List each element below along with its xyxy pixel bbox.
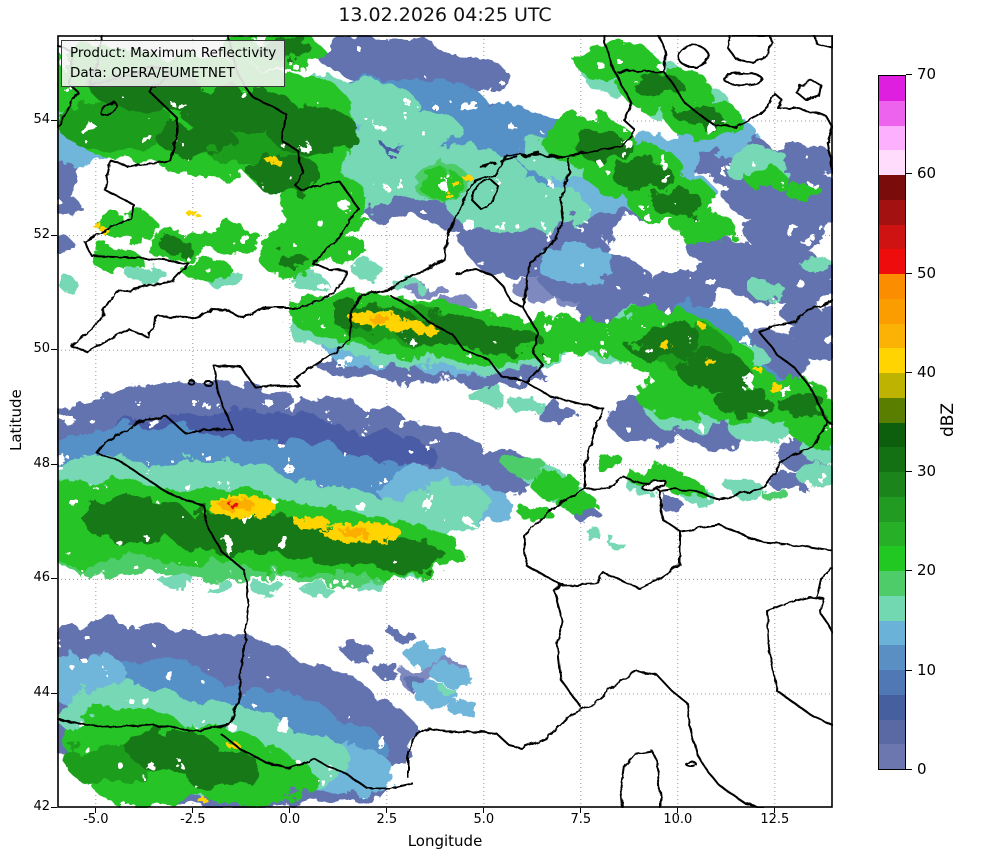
x-axis-tick-label: 12.5: [760, 812, 790, 827]
x-axis-tick-label: -5.0: [83, 812, 109, 827]
colorbar-tick-mark: [906, 769, 912, 771]
colorbar-tick-label: 40: [917, 363, 937, 381]
x-tick-mark: [774, 808, 776, 813]
y-axis-tick-label: 46: [33, 570, 50, 585]
y-tick-mark: [51, 235, 57, 237]
border-denmark-germany: [616, 70, 665, 73]
island-fyn: [677, 44, 709, 68]
product-info-box: Product: Maximum Reflectivity Data: OPER…: [61, 40, 286, 87]
y-axis-tick-label: 42: [33, 799, 50, 814]
channel-island: [187, 379, 195, 385]
x-tick-mark: [580, 808, 582, 813]
data-source-line: Data: OPERA/EUMETNET: [70, 65, 235, 81]
channel-island2: [204, 381, 214, 387]
colorbar-tick-label: 10: [917, 661, 937, 679]
colorbar-tick-mark: [906, 372, 912, 374]
plot-title: 13.02.2026 04:25 UTC: [338, 4, 552, 26]
radar-echoes: [57, 35, 833, 808]
colorbar-label: dBZ: [938, 402, 958, 438]
coast-skane: [813, 35, 833, 49]
coast-denmark-baltic: [657, 35, 833, 128]
x-axis-tick-label: 5.0: [473, 812, 495, 827]
colorbar-gradient: [878, 75, 906, 770]
y-tick-mark: [51, 578, 57, 580]
colorbar-tick-mark: [906, 670, 912, 672]
coast-continent-north: [57, 35, 636, 732]
y-axis-tick-label: 50: [33, 341, 50, 356]
y-axis-tick-label: 48: [33, 456, 50, 471]
border-oder: [826, 126, 833, 174]
x-tick-mark: [95, 808, 97, 813]
radar-map-svg: [57, 35, 833, 808]
x-tick-mark: [192, 808, 194, 813]
y-tick-mark: [51, 464, 57, 466]
island-ruegen: [796, 79, 822, 101]
x-axis-tick-label: 0.0: [279, 812, 301, 827]
x-tick-mark: [289, 808, 291, 813]
border-austria-italy: [679, 524, 833, 552]
y-axis-tick-label: 54: [33, 112, 50, 127]
y-tick-mark: [51, 120, 57, 122]
x-axis-tick-label: 7.5: [570, 812, 592, 827]
y-axis-tick-label: 44: [33, 685, 50, 700]
coast-great-britain: [70, 35, 359, 353]
y-tick-mark: [51, 807, 57, 809]
border-belgium-germany: [522, 306, 544, 383]
y-axis-tick-label: 52: [33, 227, 50, 242]
echo-layer-red: [229, 502, 239, 508]
product-line: Product: Maximum Reflectivity: [70, 45, 277, 61]
colorbar-tick-label: 60: [917, 164, 937, 182]
y-tick-mark: [51, 349, 57, 351]
y-axis-label: Latitude: [7, 389, 25, 451]
lake-constance: [641, 479, 667, 491]
border-france-east: [390, 295, 605, 490]
border-germany-austria: [659, 420, 828, 500]
island-lolland: [723, 72, 763, 86]
island-elba: [685, 761, 697, 767]
x-tick-mark: [483, 808, 485, 813]
isle-of-man: [100, 101, 118, 117]
y-tick-mark: [51, 693, 57, 695]
coast-adriatic: [766, 596, 833, 726]
colorbar-tick-label: 70: [917, 65, 937, 83]
x-axis-label: Longitude: [407, 832, 483, 850]
colorbar-tick-mark: [906, 74, 912, 76]
border-czech: [758, 299, 833, 426]
border-benelux-germany: [454, 158, 570, 308]
island-corsica: [620, 750, 661, 808]
colorbar-tick-mark: [906, 471, 912, 473]
colorbar-tick-label: 0: [917, 760, 927, 778]
x-axis-tick-label: -2.5: [180, 812, 206, 827]
colorbar-tick-label: 50: [917, 264, 937, 282]
colorbar-tick-label: 30: [917, 462, 937, 480]
colorbar-tick-mark: [906, 273, 912, 275]
colorbar-tick-mark: [906, 173, 912, 175]
colorbar-tick-mark: [906, 570, 912, 572]
x-tick-mark: [386, 808, 388, 813]
border-france-italy: [553, 584, 582, 708]
x-axis-tick-label: 10.0: [663, 812, 693, 827]
coastlines-borders: [57, 35, 833, 808]
coast-mediterranean: [407, 670, 764, 808]
plot-frame: [57, 35, 833, 808]
border-slovenia-italy: [816, 568, 833, 598]
x-axis-tick-label: 2.5: [376, 812, 398, 827]
border-pyrenees: [220, 733, 413, 789]
frisian-islands: [479, 151, 565, 169]
colorbar-tick-label: 20: [917, 561, 937, 579]
lake-ijsselmeer: [471, 178, 499, 210]
x-tick-mark: [677, 808, 679, 813]
